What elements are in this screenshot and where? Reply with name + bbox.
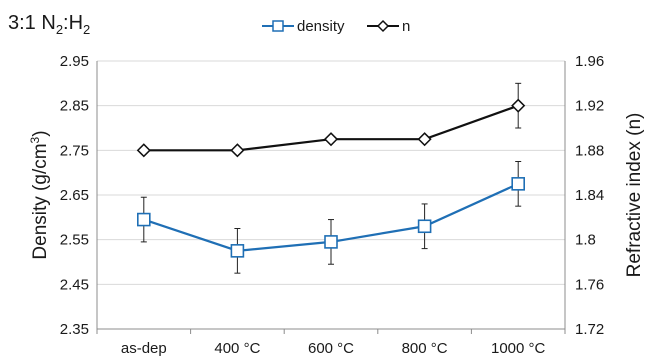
y-left-tick-label: 2.35 <box>60 321 89 338</box>
x-tick-label: 1000 °C <box>491 340 546 357</box>
y-right-tick-label: 1.8 <box>575 232 596 249</box>
y-left-tick-label: 2.85 <box>60 98 89 115</box>
y-right-tick-label: 1.76 <box>575 276 604 293</box>
data-point-density <box>417 219 432 234</box>
y-right-tick-label: 1.72 <box>575 321 604 338</box>
x-tick-label: 600 °C <box>308 340 354 357</box>
x-tick-label: 400 °C <box>214 340 260 357</box>
x-tick-label: as-dep <box>121 340 167 357</box>
legend-label-n: n <box>402 18 410 35</box>
data-point-n <box>230 143 245 158</box>
y-right-tick-label: 1.88 <box>575 142 604 159</box>
y-left-tick-label: 2.55 <box>60 232 89 249</box>
data-point-n <box>323 132 339 147</box>
legend-marker-n <box>376 19 390 33</box>
legend-marker-density <box>272 20 284 32</box>
data-point-n <box>511 98 526 113</box>
data-point-density <box>137 212 151 227</box>
y-right-tick-label: 1.96 <box>575 53 604 70</box>
x-tick-label: 800 °C <box>402 340 448 357</box>
y-left-tick-label: 2.75 <box>60 142 89 159</box>
data-point-n <box>417 132 432 147</box>
y-left-tick-label: 2.45 <box>60 276 89 293</box>
y-left-tick-label: 2.65 <box>60 187 89 204</box>
y-right-axis-title: Refractive index (n) <box>624 113 645 278</box>
y-right-tick-label: 1.84 <box>575 187 604 204</box>
chart-title: 3:1 N2:H2 <box>8 12 91 37</box>
y-left-axis-title: Density (g/cm3) <box>28 130 51 259</box>
y-right-tick-label: 1.92 <box>575 98 604 115</box>
y-left-tick-label: 2.95 <box>60 53 89 70</box>
data-point-n <box>136 143 151 158</box>
data-point-density <box>230 244 245 258</box>
data-point-density <box>511 177 526 191</box>
data-point-density <box>324 235 338 249</box>
legend-label-density: density <box>297 18 345 35</box>
